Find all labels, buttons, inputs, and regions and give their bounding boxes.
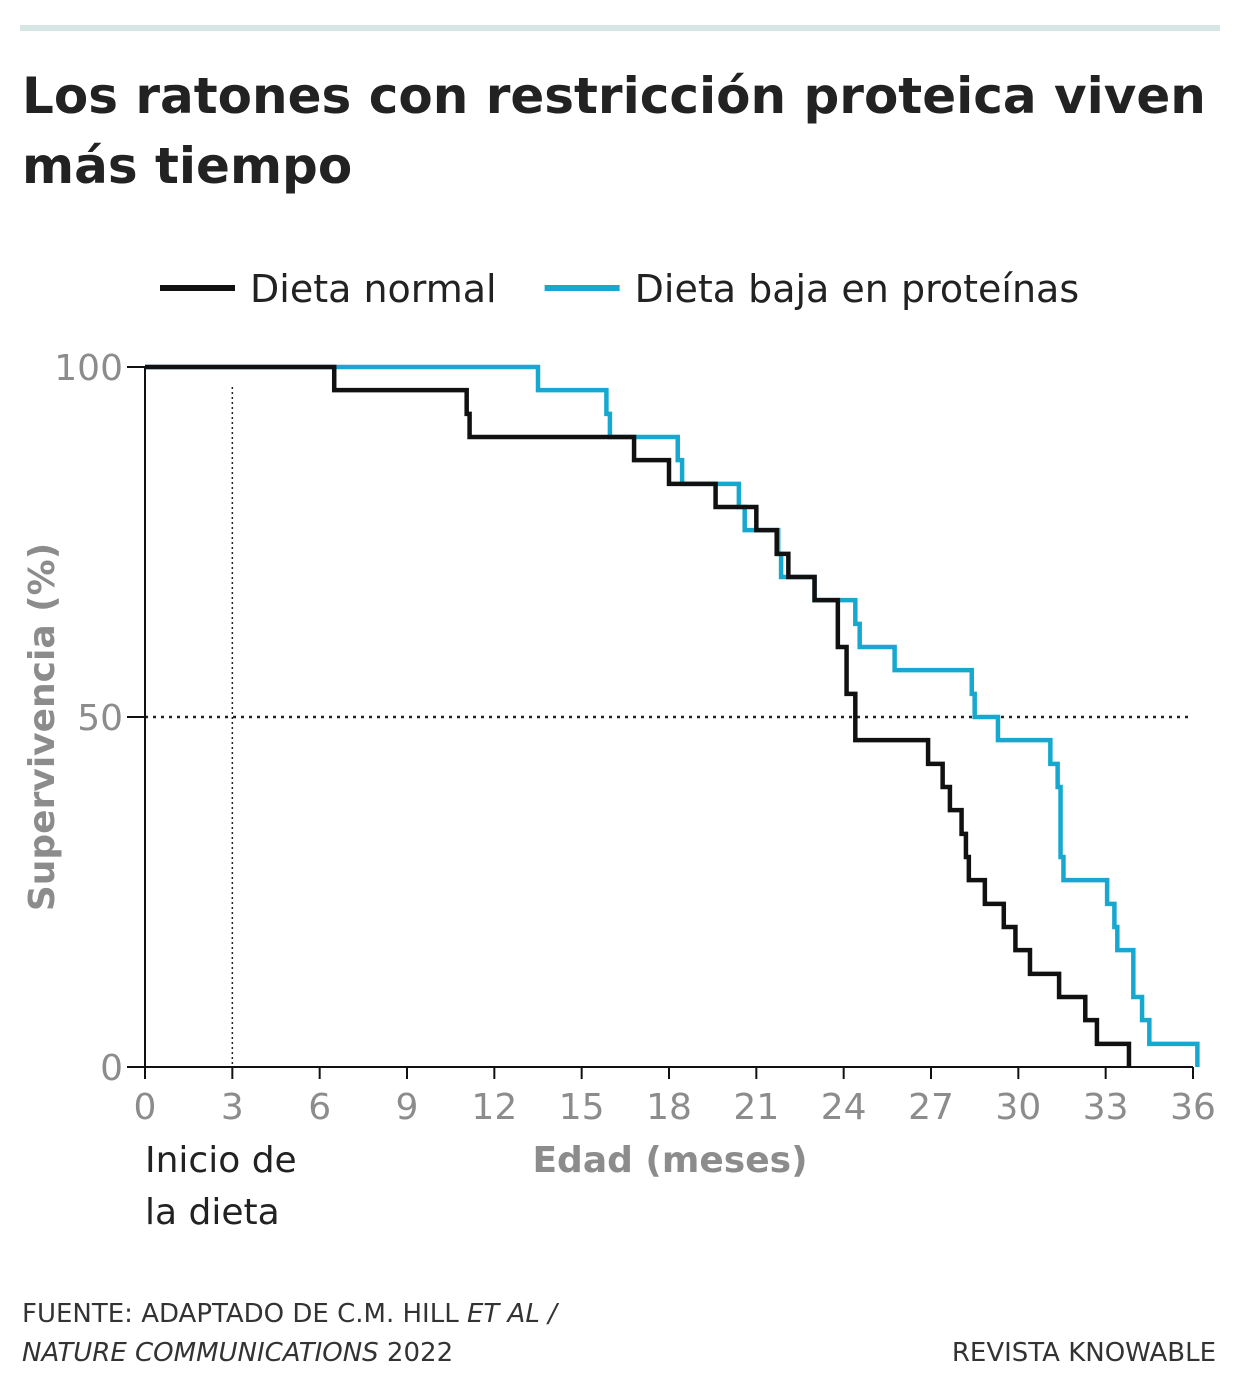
y-tick-label: 0: [100, 1048, 123, 1089]
source-part: NATURE COMMUNICATIONS: [22, 1338, 379, 1368]
x-tick-label: 24: [821, 1087, 867, 1128]
x-tick-label: 27: [908, 1087, 954, 1128]
top-rule: [20, 25, 1220, 31]
x-tick-label: 21: [733, 1087, 779, 1128]
x-tick-label: 30: [995, 1087, 1041, 1128]
annotation: la dieta: [145, 1192, 280, 1233]
y-tick-label: 100: [54, 348, 123, 389]
x-tick-label: 12: [471, 1087, 517, 1128]
source-part: /: [540, 1299, 560, 1329]
source: NATURE COMMUNICATIONS 2022: [22, 1338, 453, 1368]
x-tick-label: 36: [1170, 1087, 1216, 1128]
chart-title: Los ratones con restricción proteica viv…: [22, 67, 1206, 125]
x-tick-label: 33: [1083, 1087, 1129, 1128]
x-tick-label: 9: [396, 1087, 419, 1128]
source: FUENTE: ADAPTADO DE C.M. HILL ET AL /: [22, 1299, 560, 1329]
x-tick-label: 0: [134, 1087, 157, 1128]
y-axis-label: Supervivencia (%): [22, 543, 63, 911]
annotation: Inicio de: [145, 1140, 297, 1181]
x-tick-label: 3: [221, 1087, 244, 1128]
x-tick-label: 15: [559, 1087, 605, 1128]
survival-line: [145, 364, 1200, 1067]
legend-label: Dieta baja en proteínas: [635, 267, 1080, 311]
survival-line: [145, 364, 1132, 1067]
legend-label: Dieta normal: [250, 267, 497, 311]
source-part: ET AL: [467, 1299, 540, 1329]
source-part: 2022: [379, 1338, 453, 1368]
credit: REVISTA KNOWABLE: [952, 1338, 1216, 1368]
y-tick-label: 50: [77, 698, 123, 739]
x-tick-label: 6: [308, 1087, 331, 1128]
x-tick-label: 18: [646, 1087, 692, 1128]
chart-title: más tiempo: [22, 137, 352, 195]
x-axis-label: Edad (meses): [532, 1140, 807, 1181]
source-part: FUENTE: ADAPTADO DE C.M. HILL: [22, 1299, 467, 1329]
